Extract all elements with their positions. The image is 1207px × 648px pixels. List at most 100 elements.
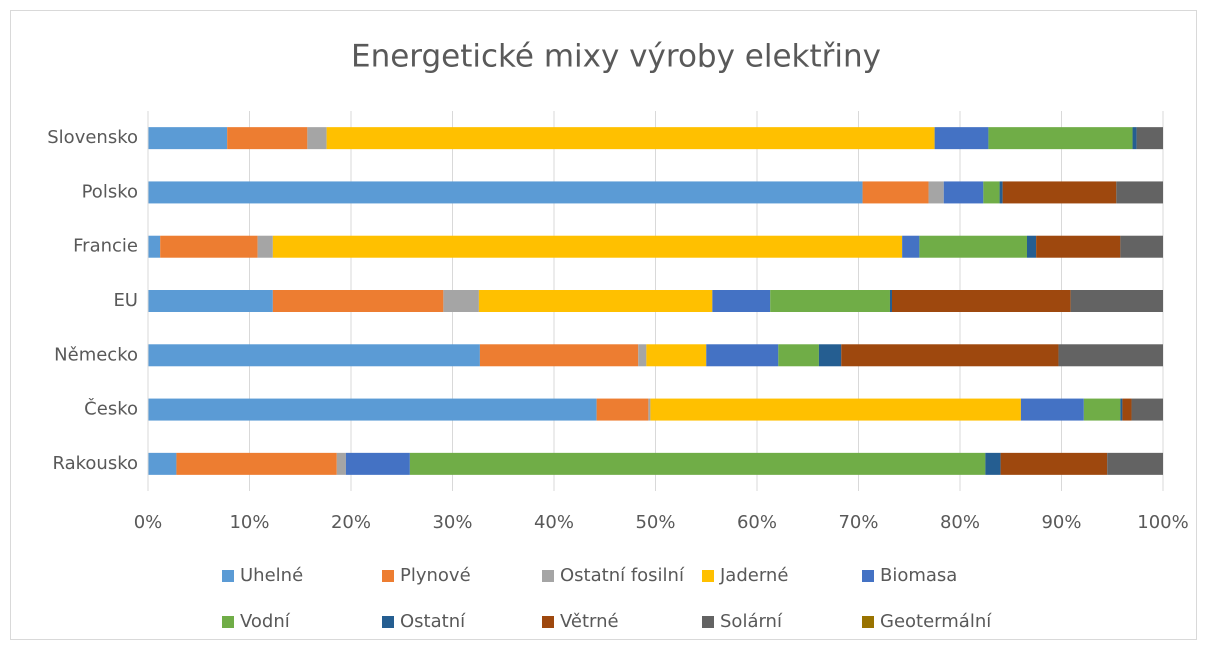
bar-segment bbox=[1122, 398, 1132, 421]
legend-swatch bbox=[222, 570, 234, 582]
legend-swatch bbox=[862, 616, 874, 628]
y-tick-label: Slovensko bbox=[47, 127, 138, 148]
bar-segment bbox=[272, 235, 903, 258]
x-tick-label: 30% bbox=[432, 512, 472, 533]
bar-segment bbox=[1083, 398, 1121, 421]
legend-swatch bbox=[542, 616, 554, 628]
bar-segment bbox=[1132, 127, 1137, 150]
legend-swatch bbox=[382, 570, 394, 582]
bar-segment bbox=[983, 181, 1000, 204]
bar-segment bbox=[148, 452, 177, 475]
bar-segment bbox=[227, 127, 308, 150]
legend-swatch bbox=[542, 570, 554, 582]
bar-segment bbox=[934, 127, 989, 150]
bar-segment bbox=[307, 127, 327, 150]
legend-swatch bbox=[222, 616, 234, 628]
legend-label: Solární bbox=[720, 611, 783, 632]
legend-swatch bbox=[862, 570, 874, 582]
y-tick-label: Česko bbox=[84, 398, 138, 420]
bar-segment bbox=[160, 235, 258, 258]
bar-segment bbox=[902, 235, 920, 258]
x-tick-label: 60% bbox=[737, 512, 777, 533]
x-tick-label: 0% bbox=[134, 512, 163, 533]
bar-segment bbox=[1058, 344, 1163, 367]
chart-border bbox=[10, 10, 1197, 640]
bar-segment bbox=[891, 290, 1071, 312]
legend-swatch bbox=[702, 570, 714, 582]
bar-segment bbox=[272, 290, 444, 312]
legend-label: Ostatní bbox=[400, 611, 466, 632]
bar-segment bbox=[778, 344, 819, 367]
bar-segment bbox=[818, 344, 842, 367]
bar-segment bbox=[148, 344, 480, 367]
x-tick-label: 10% bbox=[229, 512, 269, 533]
y-tick-label: Polsko bbox=[82, 181, 138, 202]
legend-label: Plynové bbox=[400, 565, 471, 586]
x-tick-label: 90% bbox=[1041, 512, 1081, 533]
bar-segment bbox=[919, 235, 1027, 258]
bar-segment bbox=[479, 344, 639, 367]
bar-segment bbox=[409, 452, 986, 475]
legend-label: Biomasa bbox=[880, 565, 957, 586]
bar-segment bbox=[712, 290, 771, 312]
bar-segment bbox=[596, 398, 649, 421]
chart-title: Energetické mixy výroby elektřiny bbox=[351, 39, 881, 75]
y-tick-label: EU bbox=[113, 290, 138, 311]
bar-segment bbox=[1020, 398, 1084, 421]
bar-segment bbox=[1120, 398, 1123, 421]
bar-segment bbox=[1002, 181, 1117, 204]
y-tick-label: Německo bbox=[54, 344, 138, 365]
bar-segment bbox=[148, 290, 273, 312]
x-tick-label: 80% bbox=[940, 512, 980, 533]
bar-segment bbox=[1116, 181, 1163, 204]
legend-label: Uhelné bbox=[240, 565, 303, 586]
x-tick-label: 70% bbox=[838, 512, 878, 533]
legend-label: Vodní bbox=[240, 611, 291, 632]
bar-segment bbox=[326, 127, 935, 150]
bar-segment bbox=[148, 181, 863, 204]
x-tick-label: 20% bbox=[331, 512, 371, 533]
legend-label: Ostatní fosilní bbox=[560, 565, 685, 586]
bar-segment bbox=[1070, 290, 1163, 312]
legend-label: Větrné bbox=[560, 611, 619, 632]
bar-segment bbox=[1026, 235, 1037, 258]
legend-label: Geotermální bbox=[880, 611, 992, 632]
bar-segment bbox=[1036, 235, 1121, 258]
bar-segment bbox=[862, 181, 929, 204]
legend-swatch bbox=[382, 616, 394, 628]
bar-segment bbox=[650, 398, 1021, 421]
bar-segment bbox=[1136, 127, 1163, 150]
bar-segment bbox=[889, 290, 892, 312]
x-tick-label: 100% bbox=[1137, 512, 1188, 533]
bar-segment bbox=[478, 290, 713, 312]
bar-segment bbox=[336, 452, 346, 475]
bar-segment bbox=[148, 127, 228, 150]
bar-segment bbox=[985, 452, 1001, 475]
bar-segment bbox=[257, 235, 273, 258]
bar-segment bbox=[638, 344, 647, 367]
y-tick-label: Rakousko bbox=[52, 453, 138, 474]
bar-segment bbox=[148, 398, 597, 421]
bar-segment bbox=[176, 452, 337, 475]
y-tick-label: Francie bbox=[73, 236, 138, 257]
x-tick-label: 50% bbox=[635, 512, 675, 533]
bar-segment bbox=[1120, 235, 1163, 258]
bar-segment bbox=[148, 235, 161, 258]
legend-label: Jaderné bbox=[719, 565, 788, 586]
bar-segment bbox=[841, 344, 1059, 367]
bar-segment bbox=[1107, 452, 1163, 475]
bar-segment bbox=[443, 290, 479, 312]
bar-segment bbox=[706, 344, 779, 367]
bar-segment bbox=[943, 181, 984, 204]
x-tick-label: 40% bbox=[534, 512, 574, 533]
bar-segment bbox=[1000, 452, 1108, 475]
bar-segment bbox=[988, 127, 1133, 150]
legend-swatch bbox=[702, 616, 714, 628]
bar-segment bbox=[345, 452, 410, 475]
bar-segment bbox=[648, 398, 651, 421]
bar-segment bbox=[999, 181, 1003, 204]
bar-segment bbox=[928, 181, 944, 204]
bar-segment bbox=[646, 344, 707, 367]
bar-segment bbox=[1131, 398, 1163, 421]
